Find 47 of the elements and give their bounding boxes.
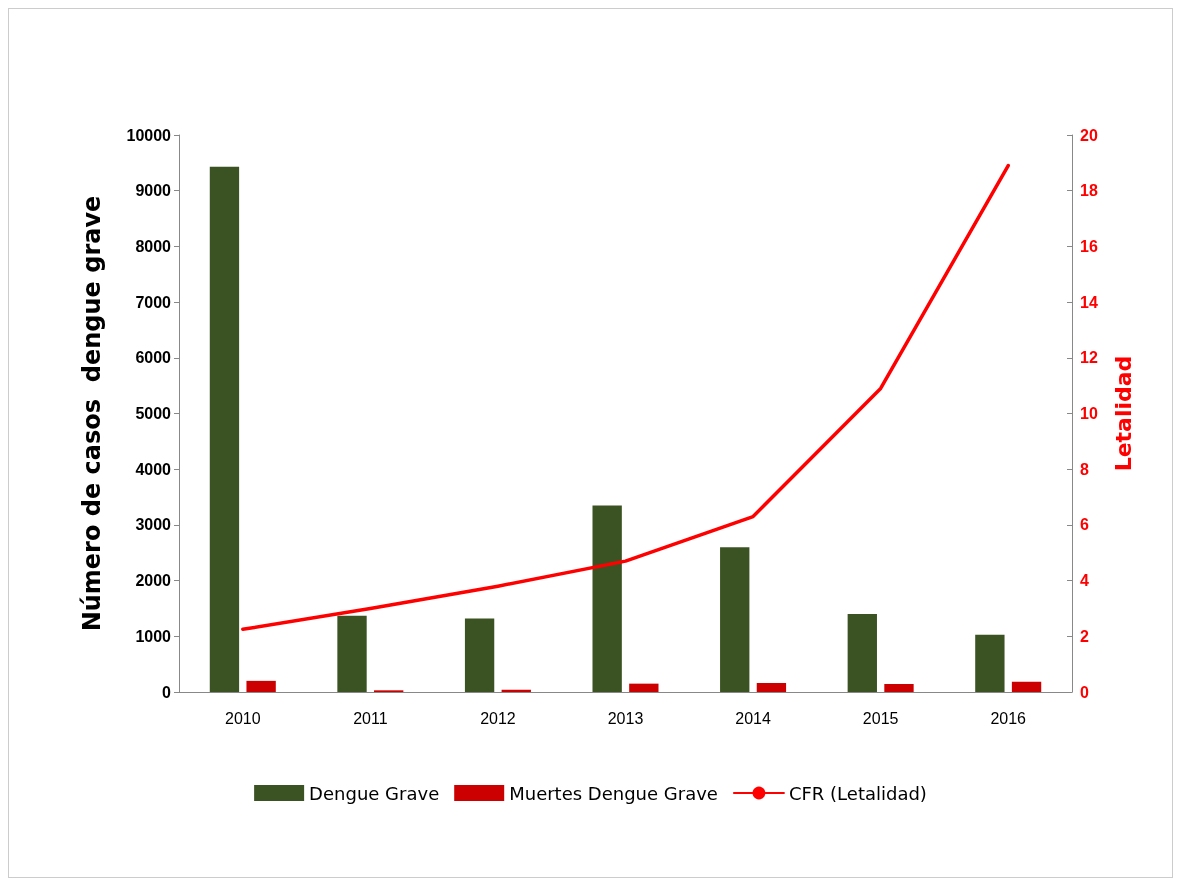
x-tick-label: 2016 (990, 709, 1027, 727)
bar (246, 680, 276, 692)
y2-tick-label: 4 (1080, 572, 1089, 590)
x-tick-label: 2012 (480, 709, 516, 727)
y-tick-label: 1000 (135, 627, 172, 645)
y2-tick-label: 20 (1080, 126, 1098, 144)
y-tick-label: 4000 (135, 460, 172, 478)
y2-tick-label: 2 (1080, 627, 1089, 645)
y2-tick-label: 12 (1080, 349, 1098, 367)
bar (847, 614, 877, 692)
y2-tick-label: 8 (1080, 460, 1089, 478)
x-tick-label: 2014 (735, 709, 771, 727)
legend-label: CFR (Letalidad) (788, 782, 927, 804)
y2-tick-label: 0 (1080, 683, 1089, 701)
y-tick-label: 2000 (135, 572, 172, 590)
y2-tick-label: 16 (1080, 237, 1098, 255)
bar (592, 505, 622, 692)
y-tick-label: 3000 (135, 516, 172, 534)
bar (720, 547, 750, 692)
x-tick-label: 2013 (607, 709, 644, 727)
legend-label: Muertes Dengue Grave (509, 782, 718, 804)
bar (337, 615, 367, 692)
bar (1011, 681, 1042, 692)
y2-tick-label: 14 (1080, 293, 1098, 311)
y-tick-label: 7000 (135, 293, 172, 311)
y2-tick-label: 18 (1080, 182, 1098, 200)
x-tick-label: 2015 (862, 709, 899, 727)
bar (464, 618, 495, 692)
y2-tick-label: 10 (1080, 405, 1098, 422)
bar (756, 683, 787, 692)
y-axis-title: Número de casos dengue grave (78, 195, 106, 632)
y-tick-label: 0 (162, 683, 172, 701)
y-tick-label: 9000 (135, 182, 172, 200)
bar (975, 634, 1005, 692)
bar (629, 683, 659, 692)
y-tick-label: 5000 (135, 405, 172, 422)
y2-axis-title: Letalidad (1110, 355, 1136, 472)
x-tick-label: 2010 (224, 709, 261, 727)
y-tick-label: 8000 (135, 237, 172, 255)
y-tick-label: 10000 (126, 126, 172, 144)
line-series (241, 163, 1010, 632)
bar (884, 683, 914, 692)
y-tick-label: 6000 (135, 349, 172, 367)
bar (209, 166, 240, 692)
x-tick-label: 2011 (353, 709, 388, 727)
y2-tick-label: 6 (1080, 516, 1089, 534)
legend-label: Dengue Grave (309, 782, 440, 804)
